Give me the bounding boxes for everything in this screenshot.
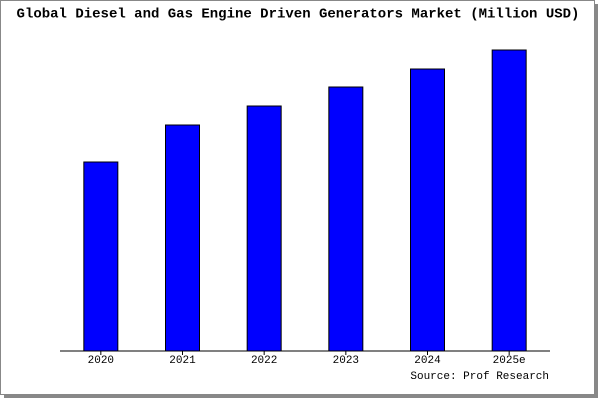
chart-title: Global Diesel and Gas Engine Driven Gene… bbox=[17, 7, 580, 23]
plot-area bbox=[60, 48, 550, 351]
x-tick-label: 2020 bbox=[88, 355, 114, 367]
x-tick-label: 2024 bbox=[414, 355, 441, 367]
bar bbox=[83, 161, 119, 352]
source-note: Source: Prof Research bbox=[410, 371, 549, 383]
bar bbox=[410, 68, 445, 352]
bar bbox=[328, 86, 364, 352]
bar bbox=[491, 49, 527, 352]
x-tick-label: 2025e bbox=[493, 355, 526, 367]
bar bbox=[246, 105, 282, 352]
x-tick-label: 2023 bbox=[333, 355, 359, 367]
bar bbox=[165, 124, 200, 352]
x-tick-label: 2021 bbox=[169, 355, 196, 367]
x-tick-label: 2022 bbox=[251, 355, 277, 367]
